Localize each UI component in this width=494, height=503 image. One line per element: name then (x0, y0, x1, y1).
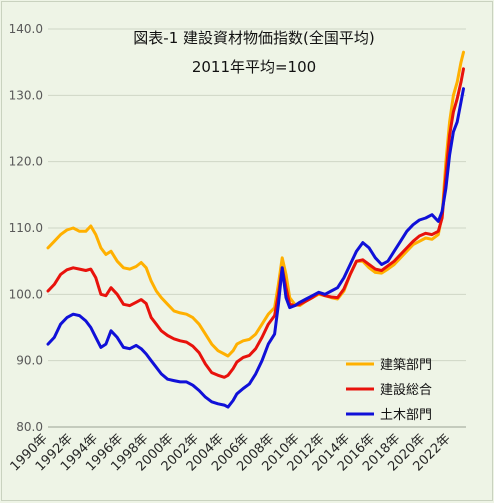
legend: 建築部門 建設総合 土木部門 (346, 358, 432, 423)
y-tick-label: 140.0 (9, 22, 43, 36)
chart-subtitle: 2011年平均=100 (192, 58, 316, 76)
series-line-0 (46, 50, 465, 358)
y-axis-ticks: 80.0 90.0 100.0 110.0 120.0 130.0 140.0 (9, 22, 43, 434)
y-tick-label: 130.0 (9, 88, 43, 102)
series-line-1 (46, 67, 465, 379)
y-tick-label: 110.0 (9, 221, 43, 235)
y-tick-label: 120.0 (9, 155, 43, 169)
chart-title: 図表-1 建設資材物価指数(全国平均) (133, 29, 374, 47)
legend-label-construction-total: 建設総合 (380, 382, 432, 398)
y-tick-label: 90.0 (16, 354, 43, 368)
series-line-2 (46, 87, 465, 409)
legend-label-building: 建築部門 (380, 358, 432, 373)
gridlines (48, 28, 466, 362)
series-lines (46, 50, 465, 409)
y-tick-label: 100.0 (9, 287, 43, 301)
y-tick-label: 80.0 (16, 420, 43, 434)
x-axis-ticks: 1990年1992年1994年1996年1998年2000年2002年2004年… (8, 431, 454, 474)
legend-label-civil-engineering: 土木部門 (380, 408, 432, 423)
